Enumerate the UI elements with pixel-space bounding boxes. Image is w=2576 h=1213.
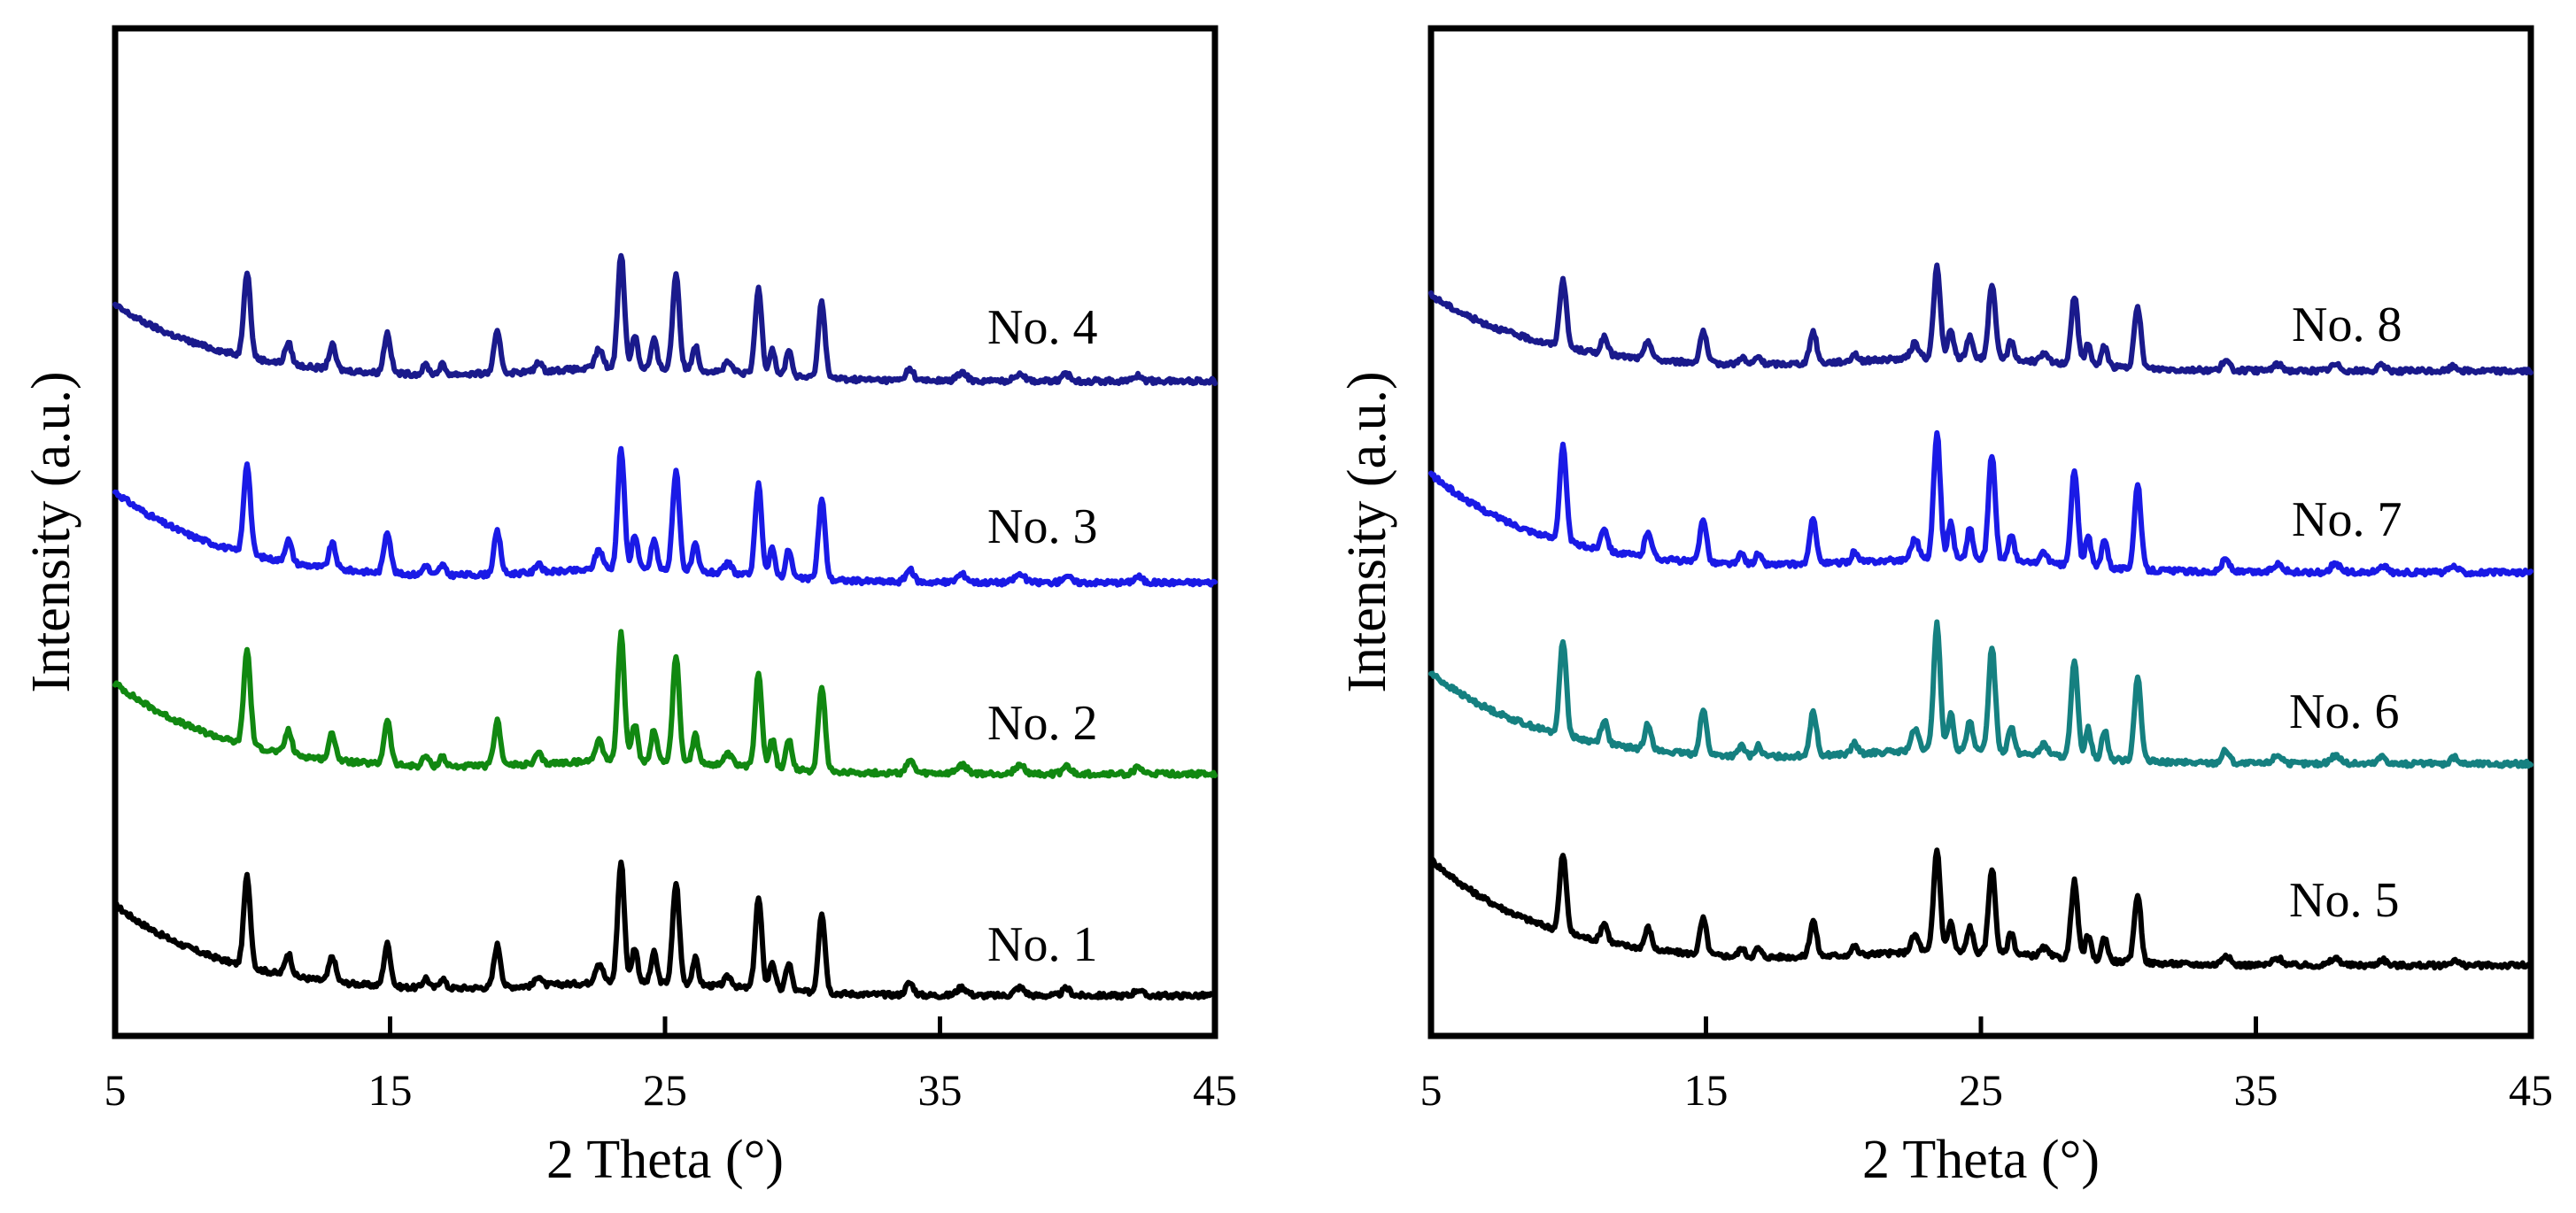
curve-label-no-3: No. 3: [987, 499, 1097, 554]
left-curves: [112, 252, 1218, 1001]
left-ticks: [112, 1016, 1218, 1036]
curve-label-no-5: No. 5: [2289, 873, 2399, 928]
right-curves: [1428, 262, 2533, 971]
xrd-trace-no-6: [1428, 619, 2533, 769]
xrd-trace-no-8: [1428, 262, 2533, 376]
curve-label-no-6: No. 6: [2289, 684, 2399, 739]
left-x-tick-label-45: 45: [1193, 1065, 1237, 1115]
right-x-tick-label-35: 35: [2234, 1065, 2278, 1115]
xrd-trace-no-1: [112, 859, 1218, 1001]
xrd-trace-no-5: [1428, 847, 2533, 971]
right-x-tick-label-5: 5: [1420, 1065, 1443, 1115]
right-x-tick-label-45: 45: [2509, 1065, 2553, 1115]
curve-label-no-4: No. 4: [987, 300, 1097, 355]
right-x-tick-label-25: 25: [1959, 1065, 2003, 1115]
xrd-trace-no-3: [112, 445, 1218, 588]
curve-label-no-1: No. 1: [987, 917, 1097, 972]
right-panel: 5 15 25 35 45 2 Theta (°) Intensity (a.u…: [1337, 25, 2553, 1190]
right-y-axis-title: Intensity (a.u.): [1337, 371, 1397, 692]
left-x-tick-label-5: 5: [104, 1065, 127, 1115]
xrd-trace-no-2: [112, 629, 1218, 779]
curve-label-no-8: No. 8: [2292, 297, 2402, 352]
right-x-axis-title: 2 Theta (°): [1862, 1130, 2100, 1190]
left-panel: 5 15 25 35 45 2 Theta (°) Intensity (a.u…: [21, 25, 1237, 1190]
right-x-tick-label-15: 15: [1684, 1065, 1729, 1115]
xrd-trace-no-7: [1428, 429, 2533, 578]
left-y-axis-title: Intensity (a.u.): [21, 371, 81, 692]
curve-label-no-7: No. 7: [2292, 492, 2402, 547]
left-x-tick-label-25: 25: [643, 1065, 687, 1115]
left-x-tick-label-35: 35: [918, 1065, 963, 1115]
left-x-tick-label-15: 15: [368, 1065, 413, 1115]
curve-label-no-2: No. 2: [987, 696, 1097, 751]
left-x-axis-title: 2 Theta (°): [546, 1130, 784, 1190]
xrd-trace-no-4: [112, 252, 1218, 387]
right-ticks: [1428, 1016, 2533, 1036]
